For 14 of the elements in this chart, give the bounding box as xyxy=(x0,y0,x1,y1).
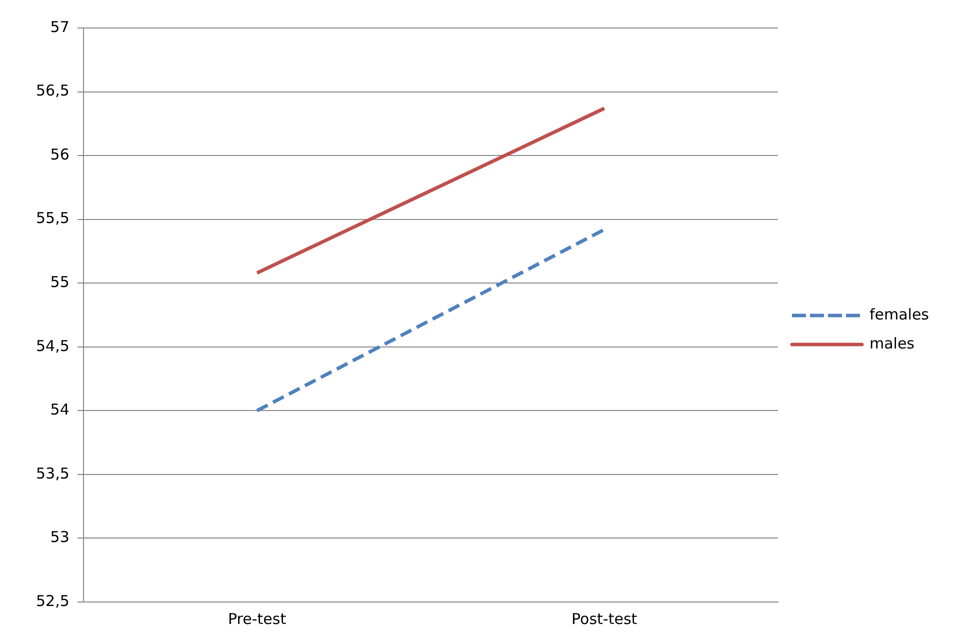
y-tick-label: 53 xyxy=(50,528,70,546)
y-tick-label: 55 xyxy=(50,273,70,291)
y-tick-label: 57 xyxy=(50,18,70,36)
y-tick-label: 52,5 xyxy=(36,592,70,610)
y-tick-label: 54 xyxy=(50,400,70,419)
x-tick-label: Pre-test xyxy=(228,610,286,628)
y-tick-label: 54,5 xyxy=(36,336,70,355)
legend-label: males xyxy=(869,334,915,352)
y-tick-label: 53,5 xyxy=(36,464,70,482)
x-tick-label: Post-test xyxy=(572,610,638,628)
y-tick-label: 56,5 xyxy=(36,82,70,100)
y-tick-label: 56 xyxy=(50,145,70,164)
y-tick-label: 55,5 xyxy=(36,209,70,228)
legend-label: females xyxy=(869,305,930,324)
